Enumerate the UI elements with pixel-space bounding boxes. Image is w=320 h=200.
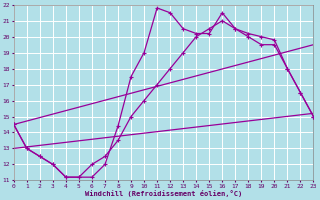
X-axis label: Windchill (Refroidissement éolien,°C): Windchill (Refroidissement éolien,°C) [85, 190, 242, 197]
